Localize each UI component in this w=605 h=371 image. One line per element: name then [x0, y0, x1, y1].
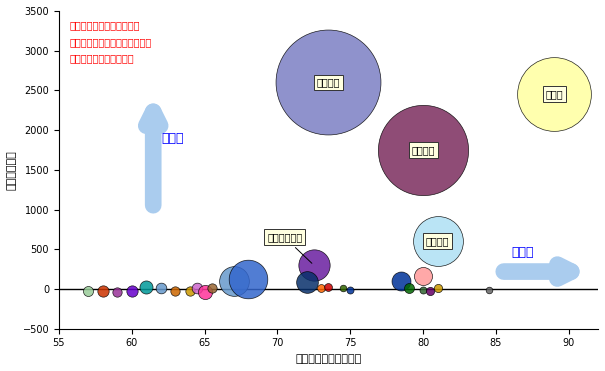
Point	[426, 288, 436, 294]
Point	[418, 287, 428, 293]
Point	[171, 288, 180, 293]
Point	[316, 285, 326, 291]
Point	[324, 285, 333, 290]
Point	[404, 285, 413, 290]
Text: 三菱農機: 三菱農機	[426, 236, 450, 246]
Point	[127, 288, 137, 293]
Point	[156, 285, 166, 291]
Y-axis label: 権利者スコア: 権利者スコア	[7, 150, 17, 190]
Point	[98, 288, 108, 294]
Text: 個別力: 個別力	[512, 246, 534, 259]
Point	[229, 278, 238, 284]
Point	[324, 79, 333, 85]
Point	[192, 285, 202, 291]
Point	[142, 285, 151, 290]
Point	[200, 289, 209, 295]
Point	[207, 285, 217, 291]
Point	[418, 273, 428, 279]
Point	[309, 262, 319, 268]
Text: クボタ: クボタ	[546, 89, 563, 99]
Text: 総合力: 総合力	[162, 132, 184, 145]
Point	[396, 278, 406, 284]
Point	[185, 289, 195, 295]
Text: ヤンマー: ヤンマー	[411, 145, 435, 155]
Text: 日本抱茉製機: 日本抱茉製機	[267, 232, 312, 263]
Point	[433, 239, 443, 244]
Text: 井関農機: 井関農機	[316, 78, 340, 88]
Point	[418, 147, 428, 153]
Point	[549, 91, 559, 97]
Point	[338, 285, 348, 291]
Point	[433, 285, 443, 291]
Text: 円の大きさ：有効特許件数
縦軸（権利者スコア）：総合力
横軸（最高値）：個別力: 円の大きさ：有効特許件数 縦軸（権利者スコア）：総合力 横軸（最高値）：個別力	[70, 20, 152, 63]
Point	[345, 287, 355, 293]
Point	[243, 276, 253, 282]
Point	[83, 289, 93, 295]
Point	[113, 289, 122, 295]
Point	[484, 287, 494, 293]
X-axis label: パテントスコア最高値: パテントスコア最高値	[295, 354, 362, 364]
Point	[302, 279, 312, 285]
